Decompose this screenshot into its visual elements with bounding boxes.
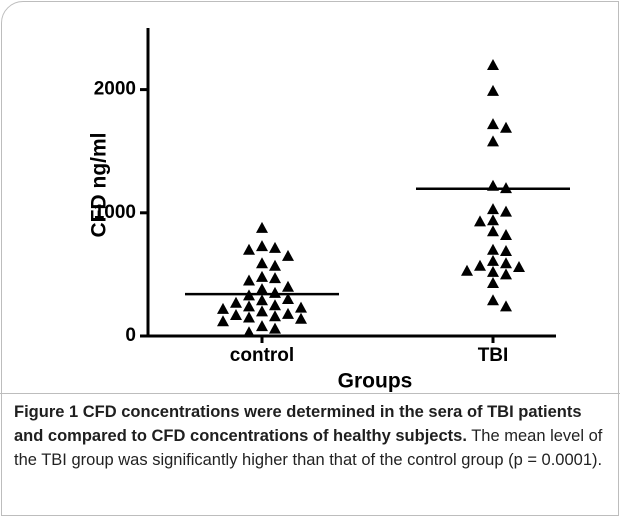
data-point [256, 320, 268, 332]
data-point [282, 293, 294, 305]
data-point [487, 254, 499, 266]
caption-bold: Figure 1 CFD concentrations were determi… [14, 403, 582, 445]
data-point [500, 300, 512, 312]
y-tick-label: 0 [125, 325, 136, 346]
x-tick-label: TBI [478, 345, 509, 366]
caption: Figure 1 CFD concentrations were determi… [0, 393, 620, 472]
data-point [487, 225, 499, 237]
data-point [295, 312, 307, 324]
data-point [243, 300, 255, 312]
data-point [500, 244, 512, 256]
data-point [256, 294, 268, 306]
data-point [487, 118, 499, 130]
data-point [474, 259, 486, 271]
data-point [500, 205, 512, 217]
data-point [487, 214, 499, 226]
y-tick-label: 2000 [94, 79, 136, 100]
data-point [217, 302, 229, 314]
data-point [269, 259, 281, 271]
data-point [487, 243, 499, 255]
data-point [487, 135, 499, 147]
data-point [500, 257, 512, 269]
data-point [256, 221, 268, 233]
data-point [256, 305, 268, 317]
data-point [487, 294, 499, 306]
data-point [487, 265, 499, 277]
data-point [282, 249, 294, 261]
chart: CFD ng/ml Groups 0 1000 2000 control TBI [88, 28, 570, 393]
data-point [217, 315, 229, 327]
data-point [282, 280, 294, 292]
data-point [269, 272, 281, 284]
data-point [500, 121, 512, 133]
data-point [269, 286, 281, 298]
data-point [513, 261, 525, 273]
caption-text: The mean level of the TBI group was sign… [14, 427, 603, 469]
y-axis-label: CFD ng/ml [88, 133, 111, 238]
data-point [487, 203, 499, 215]
y-tick-label: 1000 [94, 202, 136, 223]
data-point [474, 215, 486, 227]
x-tick-label: control [230, 345, 294, 366]
data-point [461, 264, 473, 276]
x-axis-label: Groups [338, 370, 413, 393]
data-point [269, 310, 281, 322]
data-point [243, 326, 255, 338]
data-point [500, 228, 512, 240]
data-point [256, 283, 268, 295]
data-point [256, 240, 268, 252]
data-point [230, 296, 242, 308]
data-point [295, 301, 307, 313]
data-point [243, 274, 255, 286]
data-point [269, 322, 281, 334]
data-point [487, 84, 499, 96]
data-point [487, 58, 499, 70]
data-point [243, 311, 255, 323]
data-point [230, 309, 242, 321]
data-point [500, 268, 512, 280]
data-point [269, 241, 281, 253]
data-point [256, 257, 268, 269]
data-point [487, 277, 499, 289]
data-point [282, 307, 294, 319]
data-point [256, 270, 268, 282]
data-point [269, 299, 281, 311]
data-point [243, 243, 255, 255]
